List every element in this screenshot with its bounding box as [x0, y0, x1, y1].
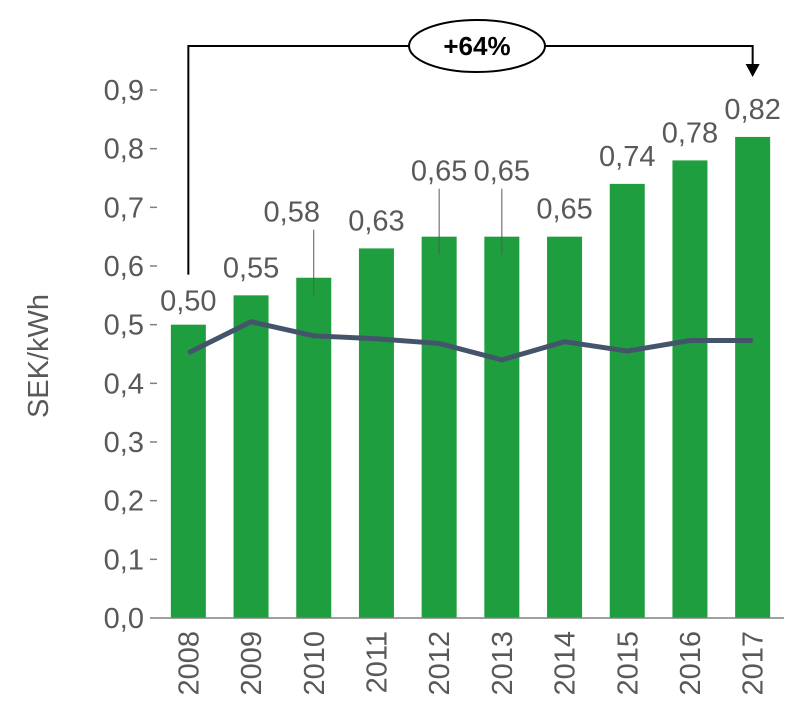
y-tick-label: 0,2: [104, 486, 144, 518]
data-label-2015: 0,74: [599, 141, 655, 173]
x-tick-label: 2011: [361, 631, 393, 693]
x-tick-label: 2014: [550, 631, 582, 696]
growth-arrowhead: [745, 64, 760, 77]
y-tick-label: 0,3: [104, 427, 144, 459]
data-label-2011: 0,63: [348, 205, 404, 237]
bar-2009: [233, 295, 269, 618]
data-label-2009: 0,55: [223, 252, 279, 284]
bar-2016: [672, 160, 708, 618]
line-point-2017: [752, 340, 754, 342]
growth-bracket: [187, 45, 754, 275]
y-tick-label: 0,9: [104, 75, 144, 107]
data-label-2016: 0,78: [662, 117, 718, 149]
x-tick-label: 2013: [487, 631, 519, 696]
line-point-2016: [689, 340, 691, 342]
line-point-2015: [626, 350, 628, 352]
bar-series: [170, 136, 771, 618]
line-point-2012: [438, 342, 440, 344]
y-tick-label: 0,8: [104, 134, 144, 166]
data-labels: 0,500,550,58 0,630,65 0,650,650,740,780,82: [160, 94, 781, 318]
x-tick-label: 2010: [299, 631, 331, 696]
x-tick-label: 2009: [236, 631, 268, 696]
growth-oval: [408, 19, 546, 73]
y-tick-label: 0,1: [104, 544, 144, 576]
x-tick-label: 2016: [675, 631, 707, 696]
line-point-2010: [313, 335, 315, 337]
x-tick-label: 2017: [738, 631, 770, 696]
line-point-2014: [564, 341, 566, 343]
bar-2014: [547, 236, 583, 618]
line-point-2013: [501, 359, 503, 361]
data-label-2010: 0,58: [264, 197, 320, 229]
data-label-2012: 0,65: [411, 156, 467, 188]
label-leader-lines: [313, 188, 503, 296]
line-path: [187, 319, 753, 363]
y-axis: 0,0 0,1 0,2 0,3 0,4 0,5 0,6 0,7 0,8 0,9: [104, 75, 157, 635]
data-label-2008: 0,50: [160, 286, 216, 318]
data-label-2017: 0,82: [724, 94, 780, 126]
x-tick-label: 2008: [173, 631, 205, 696]
y-tick-label: 0,6: [104, 251, 144, 283]
bar-2008: [170, 324, 206, 618]
x-tick-label: 2015: [612, 631, 644, 696]
line-series: [187, 319, 754, 363]
x-tick-label: 2012: [424, 631, 456, 696]
y-tick-label: 0,5: [104, 310, 144, 342]
bar-2010: [296, 277, 332, 618]
bar-2013: [484, 236, 520, 618]
bar-2017: [735, 136, 771, 618]
bar-2015: [609, 183, 645, 618]
growth-annotation: +64%: [187, 19, 760, 275]
y-tick-label: 0,4: [104, 368, 144, 400]
x-axis: 2008 2009 2010 2011 2012 2013 2014 2015 2016 2017: [157, 617, 784, 696]
line-point-2009: [250, 321, 252, 323]
bar-2012: [421, 236, 457, 618]
y-tick-label: 0,7: [104, 192, 144, 224]
y-tick-label: 0,0: [104, 603, 144, 635]
line-point-2011: [375, 338, 377, 340]
y-axis-label: SEK/kWh: [23, 294, 55, 418]
data-label-2013: 0,65: [474, 156, 530, 188]
bar-2011: [358, 248, 394, 618]
data-label-2014: 0,65: [536, 194, 592, 226]
growth-label: +64%: [443, 31, 510, 61]
line-point-2008: [187, 352, 189, 354]
